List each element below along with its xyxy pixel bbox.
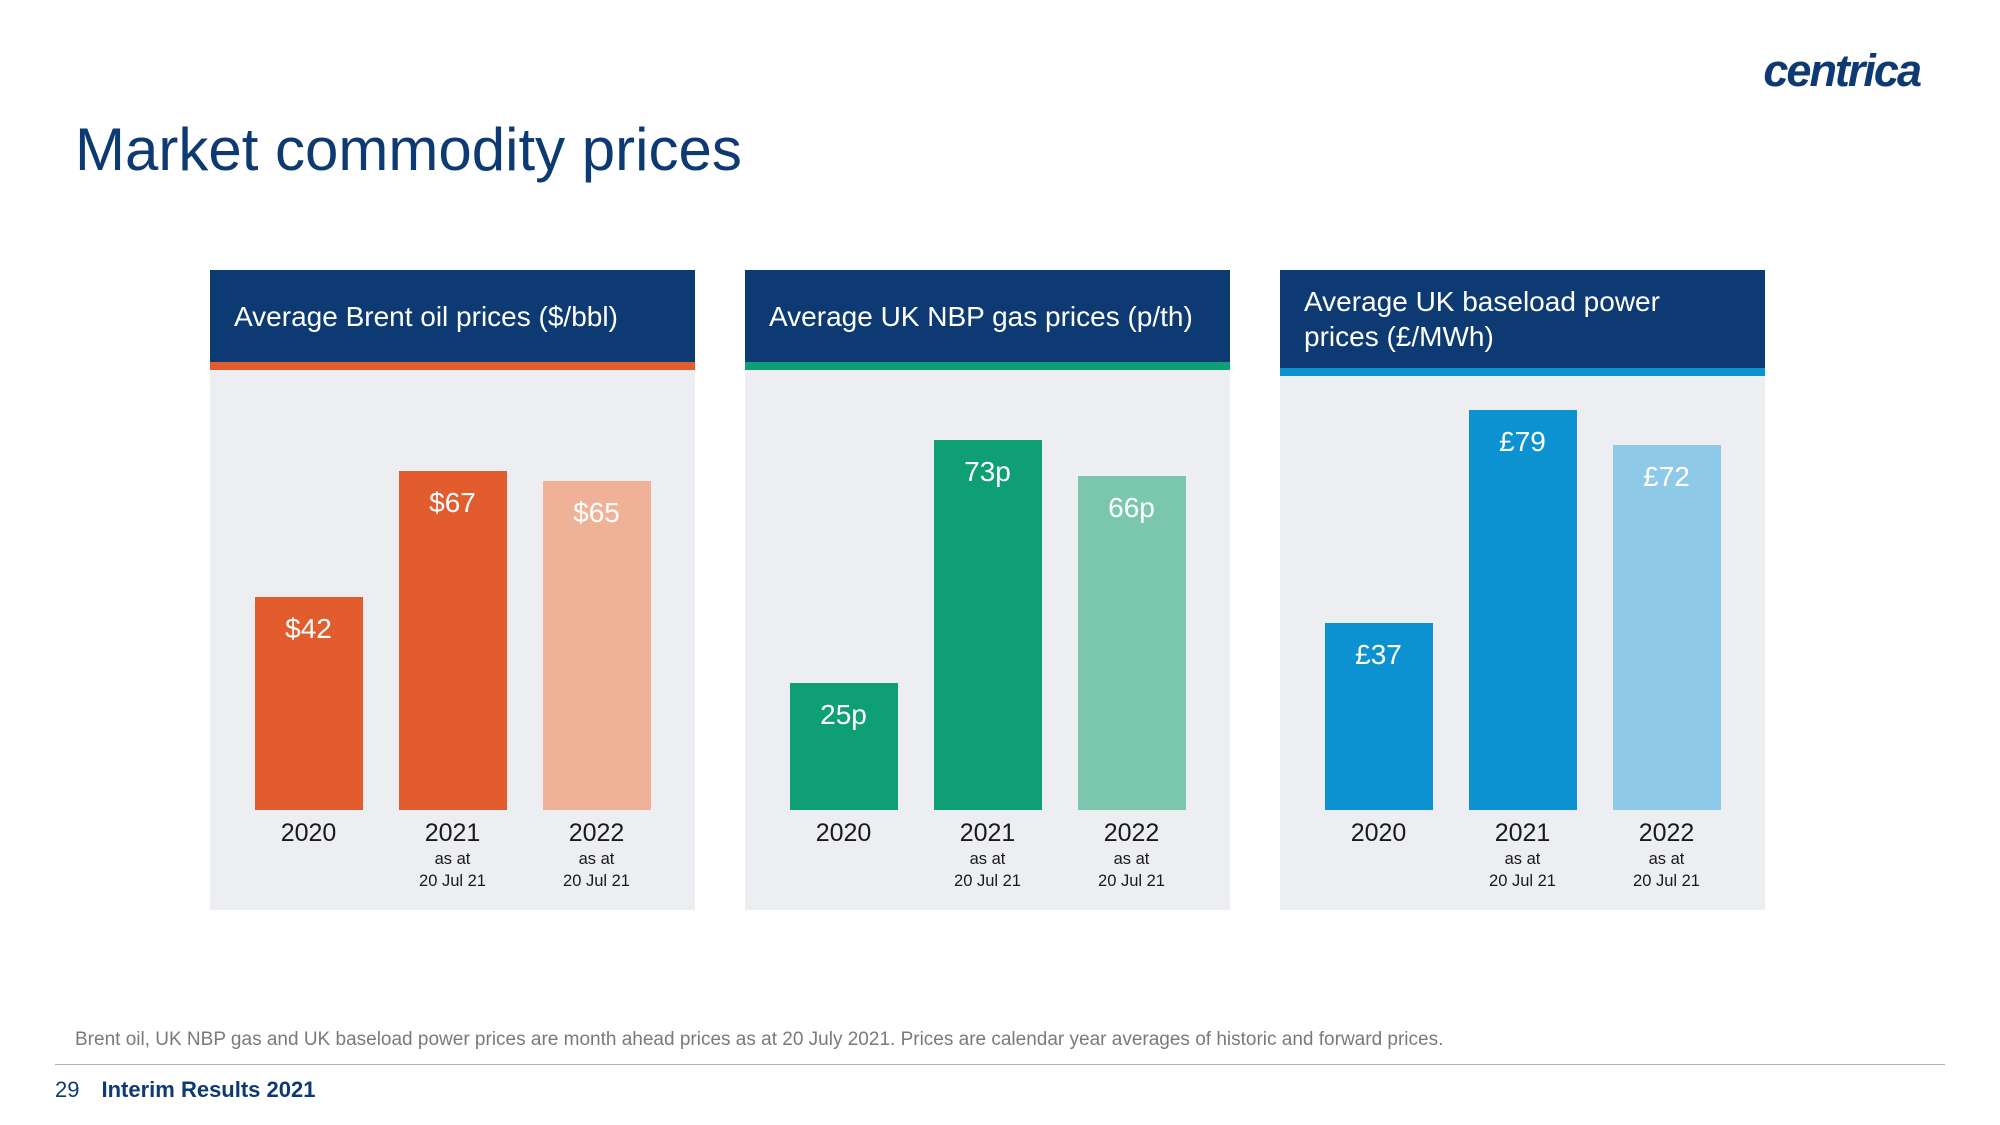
bar: £72 [1613, 445, 1721, 810]
axis-year: 2020 [1325, 819, 1433, 848]
page-title: Market commodity prices [75, 115, 742, 184]
bar-value: $42 [285, 613, 332, 645]
page-footer: 29 Interim Results 2021 [55, 1077, 315, 1103]
bar: $65 [543, 481, 651, 810]
bar-value: £72 [1643, 461, 1690, 493]
bar-value: $65 [573, 497, 620, 529]
axis-label: 2021as at20 Jul 21 [1469, 819, 1577, 892]
axis-sublabel: 20 Jul 21 [1613, 872, 1721, 892]
axis-year: 2020 [790, 819, 898, 848]
bar-value: £79 [1499, 426, 1546, 458]
bars-row: £37 £79 £72 [1280, 410, 1765, 810]
axis-year: 2022 [1613, 819, 1721, 848]
panel-header: Average Brent oil prices ($/bbl) [210, 270, 695, 362]
bar-group: $42 [255, 597, 363, 810]
axis-year: 2022 [1078, 819, 1186, 848]
panel-2: Average UK baseload power prices (£/MWh)… [1280, 270, 1765, 910]
axis-sublabel: as at [1613, 850, 1721, 870]
bar-value: 25p [820, 699, 867, 731]
axis-label: 2022as at20 Jul 21 [1613, 819, 1721, 892]
bar: 66p [1078, 476, 1186, 810]
chart-area: $42$67$6520202021as at20 Jul 212022as at… [210, 370, 695, 910]
bar-group: £72 [1613, 445, 1721, 810]
panel-0: Average Brent oil prices ($/bbl) $42 $67 $6… [210, 270, 695, 910]
logo: centrica [1763, 45, 1920, 97]
axis-sublabel: as at [934, 850, 1042, 870]
bar-value: 73p [964, 456, 1011, 488]
axis-sublabel: as at [1469, 850, 1577, 870]
bar-value: $67 [429, 487, 476, 519]
axis-sublabel: 20 Jul 21 [1469, 872, 1577, 892]
axis-label: 2022as at20 Jul 21 [543, 819, 651, 892]
chart-area: 25p73p66p20202021as at20 Jul 212022as at… [745, 370, 1230, 910]
bar: $67 [399, 471, 507, 810]
page-number: 29 [55, 1077, 79, 1103]
bar: 73p [934, 440, 1042, 810]
axis-year: 2021 [399, 819, 507, 848]
panel-underline [1280, 368, 1765, 376]
axis-sublabel: 20 Jul 21 [934, 872, 1042, 892]
bar: 25p [790, 683, 898, 810]
axis-year: 2021 [934, 819, 1042, 848]
chart-area: £37£79£7220202021as at20 Jul 212022as at… [1280, 376, 1765, 910]
panel-underline [210, 362, 695, 370]
bar-group: £79 [1469, 410, 1577, 810]
axis-label: 2020 [790, 819, 898, 892]
bar: $42 [255, 597, 363, 810]
report-name: Interim Results 2021 [101, 1077, 315, 1103]
bar-group: 66p [1078, 476, 1186, 810]
axis-label: 2020 [1325, 819, 1433, 892]
footnote: Brent oil, UK NBP gas and UK baseload po… [75, 1029, 1443, 1051]
axis-sublabel: as at [399, 850, 507, 870]
axis-sublabel: 20 Jul 21 [399, 872, 507, 892]
bar: £79 [1469, 410, 1577, 810]
bar-group: $67 [399, 471, 507, 810]
axis-sublabel: as at [543, 850, 651, 870]
footer-divider [55, 1064, 1945, 1065]
bar-group: $65 [543, 481, 651, 810]
axis-row: 20202021as at20 Jul 212022as at20 Jul 21 [210, 819, 695, 892]
axis-label: 2020 [255, 819, 363, 892]
bar: £37 [1325, 623, 1433, 810]
panels-container: Average Brent oil prices ($/bbl) $42 $67 $6… [210, 270, 1765, 910]
axis-sublabel: 20 Jul 21 [543, 872, 651, 892]
axis-row: 20202021as at20 Jul 212022as at20 Jul 21 [745, 819, 1230, 892]
axis-year: 2022 [543, 819, 651, 848]
axis-row: 20202021as at20 Jul 212022as at20 Jul 21 [1280, 819, 1765, 892]
bars-row: $42 $67 $65 [210, 471, 695, 810]
axis-sublabel: 20 Jul 21 [1078, 872, 1186, 892]
bar-group: 73p [934, 440, 1042, 810]
bars-row: 25p 73p 66p [745, 440, 1230, 810]
bar-group: £37 [1325, 623, 1433, 810]
bar-value: 66p [1108, 492, 1155, 524]
axis-label: 2021as at20 Jul 21 [934, 819, 1042, 892]
axis-sublabel: as at [1078, 850, 1186, 870]
bar-value: £37 [1355, 639, 1402, 671]
panel-header: Average UK NBP gas prices (p/th) [745, 270, 1230, 362]
panel-1: Average UK NBP gas prices (p/th) 25p 73p 66… [745, 270, 1230, 910]
bar-group: 25p [790, 683, 898, 810]
axis-label: 2022as at20 Jul 21 [1078, 819, 1186, 892]
axis-label: 2021as at20 Jul 21 [399, 819, 507, 892]
panel-header: Average UK baseload power prices (£/MWh) [1280, 270, 1765, 368]
panel-underline [745, 362, 1230, 370]
axis-year: 2021 [1469, 819, 1577, 848]
axis-year: 2020 [255, 819, 363, 848]
